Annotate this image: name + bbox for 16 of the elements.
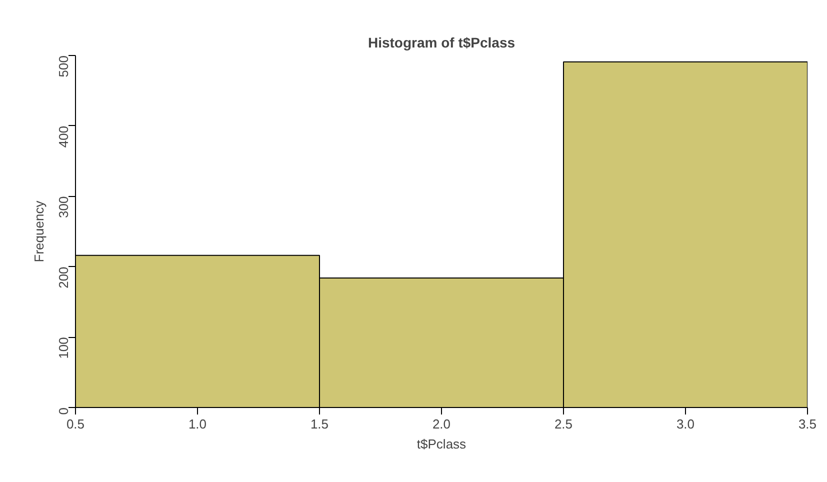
chart-title: Histogram of t$Pclass [368, 34, 516, 50]
x-tick-label: 3.0 [676, 416, 695, 432]
y-tick-label: 200 [56, 266, 71, 288]
x-tick-label: 2.5 [554, 416, 573, 432]
x-tick-label: 3.5 [798, 416, 817, 432]
y-tick-label: 0 [56, 407, 71, 415]
y-tick-label: 400 [56, 126, 71, 148]
y-tick-label: 100 [56, 337, 71, 359]
x-tick-label: 1.5 [310, 416, 329, 432]
x-tick-label: 0.5 [66, 416, 85, 432]
x-tick-label: 2.0 [432, 416, 451, 432]
y-axis-title: Frequency [32, 200, 46, 262]
x-tick-label: 1.0 [188, 416, 207, 432]
x-axis-title: t$Pclass [416, 436, 467, 452]
y-tick-label: 300 [56, 196, 71, 218]
y-tick-label: 500 [56, 55, 71, 78]
